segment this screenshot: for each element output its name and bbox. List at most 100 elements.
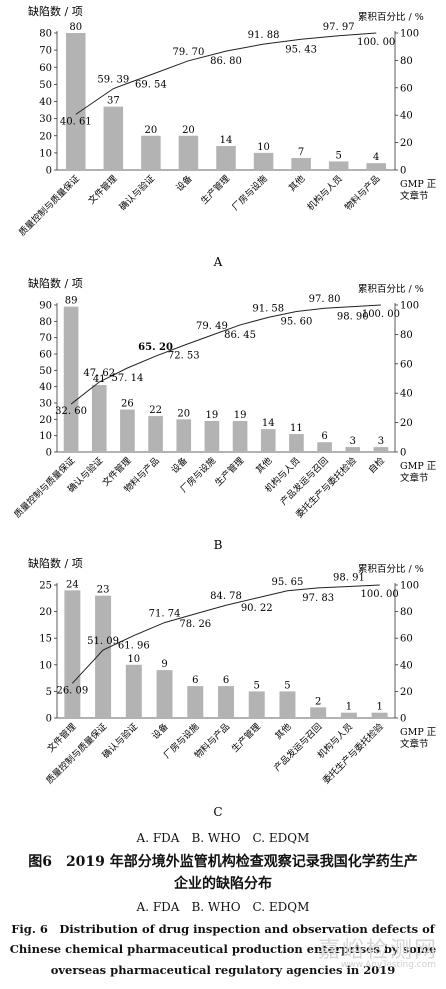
panel-b-category-label: 自检	[366, 455, 387, 476]
panel-b-bar	[373, 447, 389, 452]
panel-b-ytick-label: 20	[39, 415, 52, 426]
panel-a-bar-value: 20	[145, 125, 158, 136]
panel-a-bar-value: 10	[257, 142, 270, 153]
panel-b-corner-label-1: GMP 正	[400, 461, 437, 472]
panel-b-cumulative-label: 79. 49	[196, 321, 228, 332]
panel-b-category-label: 生产管理	[212, 455, 246, 489]
panel-c-corner-label-2: 文章节	[400, 738, 429, 750]
panel-a-cumulative-label: 79. 70	[173, 47, 205, 58]
panel-a-ylabel: 缺陷数 / 项	[28, 4, 83, 18]
caption-en-line3: overseas pharmaceutical regulatory agenc…	[50, 963, 396, 977]
panel-c-cumulative-label: 100. 00	[361, 589, 399, 600]
panel-b-bar	[91, 385, 107, 452]
panel-b-bar	[120, 409, 135, 452]
panel-b-ylabel: 缺陷数 / 项	[28, 276, 83, 290]
panel-b-bar-value: 6	[321, 431, 327, 442]
watermark-url: www.AnyTesting.com	[340, 960, 436, 970]
panel-b-bar	[204, 420, 220, 452]
panel-b-cumulative-label: 32. 60	[55, 406, 87, 417]
panel-b-y2tick-label: 60	[400, 359, 413, 370]
panel-b-cumulative-label: 95. 60	[281, 316, 313, 327]
panel-b-ytick-label: 10	[39, 431, 52, 442]
panel-c-bar	[187, 686, 204, 718]
panel-a-y2tick-label: 20	[400, 138, 413, 149]
panel-b-bar-value: 89	[65, 296, 78, 307]
panel-a-bar	[291, 158, 311, 170]
panel-a-cumulative-label: 86. 80	[210, 56, 242, 67]
panel-c-y2tick-label: 60	[400, 634, 413, 645]
panel-c-bar	[95, 595, 112, 718]
panel-a-cumulative-line	[75, 32, 377, 115]
panel-c-bar-value: 24	[66, 579, 79, 590]
panel-c-cumulative-label: 95. 65	[272, 577, 304, 588]
panel-a-bar-value: 14	[220, 135, 233, 146]
caption-panel-labels: A. FDA B. WHO C. EDQM	[136, 831, 310, 845]
panel-a-ytick-label: 30	[39, 114, 52, 125]
panel-b-cumulative-label: 86. 45	[224, 330, 256, 341]
panel-a-bar-value: 7	[298, 147, 304, 158]
panel-b-bar-value: 19	[234, 410, 247, 421]
panel-c-bar	[125, 664, 142, 718]
panel-b-bar-value: 26	[121, 399, 134, 410]
panel-c-bar-value: 10	[127, 654, 140, 665]
panel-b-bar-value: 22	[149, 405, 162, 416]
panel-a-y2tick-label: 100	[400, 29, 419, 40]
panel-b-cumulative-label: 72. 53	[168, 350, 200, 361]
panel-c-y2tick-label: 40	[400, 660, 413, 671]
panel-b-bar-value: 11	[290, 423, 303, 434]
panel-b-y2tick-label: 40	[400, 389, 413, 400]
watermark-logo: 嘉峪检测网	[317, 938, 438, 963]
panel-a-cumulative-label: 100. 00	[357, 37, 395, 48]
panel-b-cumulative-label: 98. 90	[337, 312, 369, 323]
panel-a-bar-value: 20	[182, 125, 195, 136]
panel-a-y2tick-label: 80	[400, 56, 413, 67]
panel-c-bar-value: 23	[97, 585, 110, 596]
panel-b-bar	[232, 420, 248, 452]
panel-a-ytick-label: 60	[39, 63, 52, 74]
panel-a-category-label: 厂房与设施	[229, 173, 269, 213]
panel-c-bar-value: 6	[192, 675, 198, 686]
panel-a-bar	[216, 146, 236, 170]
panel-c-bar-value: 1	[376, 702, 382, 713]
panel-a-category-label: 物料与产品	[342, 173, 382, 213]
panel-c-ytick-label: 15	[39, 634, 52, 645]
panel-c-y2label: 累积百分比 / %	[358, 563, 424, 575]
panel-c-ytick-label: 25	[39, 581, 52, 592]
panel-c-category-label: 生产管理	[229, 721, 263, 755]
panel-c-y2tick-label: 100	[400, 581, 419, 592]
panel-c-bar	[156, 670, 173, 718]
panel-b-cumulative-label: 47. 62	[83, 368, 115, 379]
caption-panel-labels-2: A. FDA B. WHO C. EDQM	[136, 900, 310, 914]
panel-a-bar	[66, 33, 86, 170]
panel-a-ytick-label: 10	[39, 148, 52, 159]
panel-b-ytick-label: 40	[39, 382, 52, 393]
panel-a-ytick-label: 70	[39, 46, 52, 57]
panel-a-cumulative-label: 95. 43	[285, 44, 317, 55]
panel-a-cumulative-label: 97. 97	[323, 22, 355, 33]
panel-c-cumulative-line	[71, 584, 380, 684]
panel-b-cumulative-label: 65. 20	[138, 342, 173, 353]
caption-en-line1: Fig. 6 Distribution of drug inspection a…	[11, 922, 435, 936]
panel-c-bar-value: 9	[161, 659, 167, 670]
panel-b-ytick-label: 30	[39, 399, 52, 410]
panel-a-letter: A	[213, 255, 223, 269]
panel-b-y2label: 累积百分比 / %	[358, 283, 424, 295]
panel-a-bar-value: 4	[373, 152, 379, 163]
pareto-charts: 缺陷数 / 项累积百分比 / %010203040506070800204060…	[11, 4, 437, 819]
panel-c-y2tick-label: 0	[400, 714, 406, 725]
panel-c-ytick-label: 5	[46, 687, 52, 698]
panel-a-bar-value: 80	[69, 22, 82, 33]
panel-b-bar	[148, 416, 163, 452]
panel-c-y2tick-label: 80	[400, 607, 413, 618]
panel-a-category-label: 机构与人员	[304, 173, 344, 213]
panel-a-category-label: 其他	[286, 173, 307, 194]
panel-b-bar	[317, 442, 332, 452]
panel-b-bar-value: 41	[93, 374, 106, 385]
panel-a-ytick-label: 80	[39, 29, 52, 40]
panel-a-cumulative-label: 40. 61	[60, 116, 92, 127]
panel-a-ytick-label: 50	[39, 80, 52, 91]
panel-c-ylabel: 缺陷数 / 项	[28, 556, 83, 570]
panel-b-corner-label-2: 文章节	[400, 472, 429, 484]
caption-cn-line1: 图6 2019 年部分境外监管机构检查观察记录我国化学药生产	[28, 854, 418, 870]
panel-c-cumulative-label: 61. 96	[118, 641, 150, 652]
